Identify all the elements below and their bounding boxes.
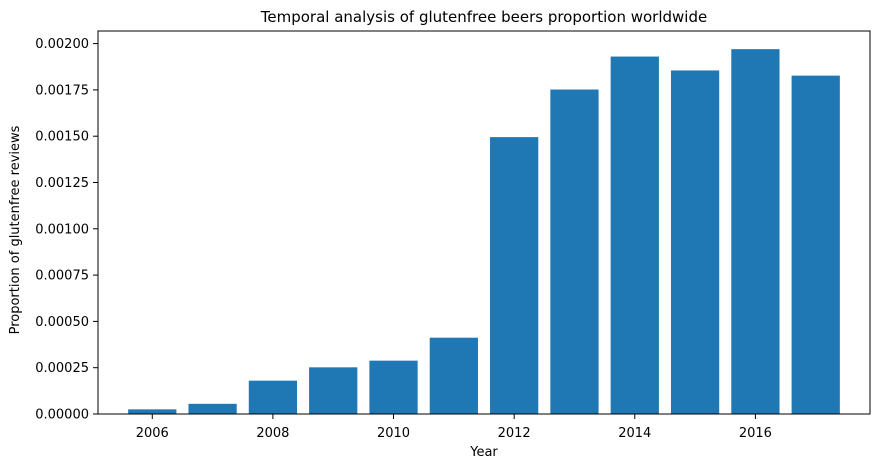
x-tick-label: 2010 [377,426,410,441]
bar-2017 [791,75,840,415]
x-axis-label: Year [469,445,498,460]
x-tick-label: 2012 [498,426,531,441]
bar-2013 [550,89,599,415]
bar-2016 [731,49,780,414]
y-tick-label: 0.00150 [35,130,89,145]
y-tick-label: 0.00000 [35,408,89,423]
x-tick-label: 2016 [739,426,772,441]
bar-2011 [429,337,478,414]
bar-2015 [670,70,720,415]
bar-2009 [309,367,358,414]
y-tick-label: 0.00050 [35,315,89,330]
y-tick-label: 0.00175 [35,83,89,98]
x-tick-label: 2014 [618,426,651,441]
bar-2006 [128,409,177,414]
y-tick-label: 0.00200 [35,37,89,52]
y-axis-label: Proportion of glutenfree reviews [8,125,23,334]
y-tick-label: 0.00025 [35,361,89,376]
y-tick-label: 0.00100 [35,222,89,237]
bar-2010 [369,360,418,414]
bar-2008 [248,380,298,414]
y-tick-label: 0.00075 [35,269,89,284]
bars-group [128,49,840,415]
x-axis-ticks: 2006 2008 2010 2012 2014 2016 [136,414,772,441]
y-tick-label: 0.00125 [35,176,89,191]
bar-2012 [490,137,539,414]
bar-2014 [610,56,659,415]
x-tick-label: 2008 [256,426,289,441]
plot-frame [97,30,871,415]
bar-2007 [188,403,237,414]
y-axis-ticks: 0.00000 0.00025 0.00050 0.00075 0.00100 0.001… [35,37,98,423]
x-tick-label: 2006 [136,426,169,441]
chart-title: Temporal analysis of glutenfree beers pr… [260,8,707,26]
